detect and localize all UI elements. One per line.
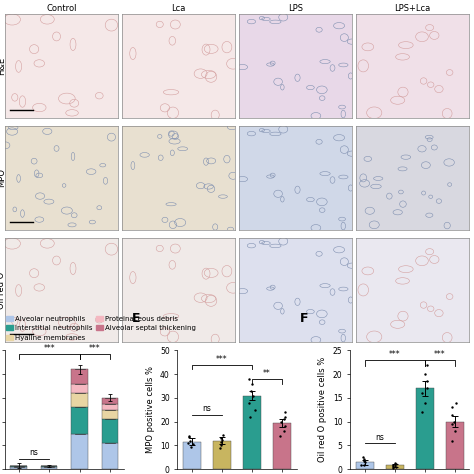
Point — [423, 361, 431, 368]
Title: LPS: LPS — [288, 4, 303, 13]
Title: LPS+Lca: LPS+Lca — [394, 4, 430, 13]
Point — [421, 399, 428, 406]
Bar — [41, 465, 57, 467]
Bar — [71, 407, 88, 434]
Point — [277, 418, 284, 426]
Point — [452, 399, 459, 406]
Point — [390, 462, 397, 470]
Bar — [446, 422, 464, 469]
Text: ***: *** — [216, 355, 228, 364]
Point — [281, 428, 288, 435]
Title: Lca: Lca — [171, 4, 186, 13]
Point — [185, 433, 193, 441]
Bar — [243, 395, 261, 469]
Bar — [101, 398, 118, 404]
Point — [361, 458, 369, 466]
Bar — [356, 462, 374, 469]
Bar — [71, 383, 88, 393]
Bar — [416, 388, 434, 469]
Point — [280, 416, 287, 423]
Bar — [101, 410, 118, 419]
Text: ***: *** — [89, 344, 100, 353]
Point — [217, 442, 225, 449]
Bar — [101, 443, 118, 469]
Text: **: ** — [263, 369, 271, 378]
Bar — [101, 404, 118, 410]
Title: Control: Control — [46, 4, 77, 13]
Point — [218, 435, 225, 442]
Point — [281, 409, 289, 416]
Point — [392, 460, 399, 468]
Point — [276, 432, 284, 440]
Point — [360, 457, 368, 465]
Bar — [10, 467, 27, 469]
Bar — [71, 369, 88, 383]
Text: F: F — [300, 312, 309, 325]
Point — [190, 440, 197, 448]
Text: ns: ns — [375, 433, 384, 442]
Bar — [386, 465, 404, 469]
Bar — [10, 465, 27, 467]
Point — [219, 431, 227, 438]
Point — [188, 443, 195, 450]
Point — [247, 387, 255, 394]
Bar — [71, 434, 88, 469]
Point — [185, 432, 193, 440]
Point — [360, 462, 368, 469]
Y-axis label: H&E: H&E — [0, 57, 7, 75]
Point — [448, 420, 456, 428]
Text: ***: *** — [389, 350, 401, 359]
Point — [282, 423, 289, 430]
Bar — [273, 423, 291, 469]
Bar — [71, 393, 88, 407]
Y-axis label: MPO positive cells %: MPO positive cells % — [146, 366, 155, 453]
Bar — [213, 441, 231, 469]
Point — [245, 399, 253, 406]
Bar — [41, 467, 57, 469]
Point — [246, 413, 254, 421]
Point — [419, 389, 426, 397]
Point — [187, 437, 194, 445]
Point — [360, 455, 368, 463]
Point — [389, 461, 397, 469]
Point — [249, 392, 257, 399]
Point — [448, 437, 456, 445]
Point — [451, 428, 459, 435]
Y-axis label: MPO: MPO — [0, 168, 7, 188]
Point — [216, 444, 223, 452]
Legend: Alveolar neutrophils, Interstitial neutrophils, Hyaline membranes, Proteinaceous: Alveolar neutrophils, Interstitial neutr… — [6, 316, 196, 341]
Point — [249, 380, 256, 387]
Text: ***: *** — [434, 350, 446, 359]
Text: ns: ns — [202, 404, 211, 413]
Point — [448, 411, 456, 419]
Text: ns: ns — [29, 448, 38, 457]
Point — [392, 463, 399, 471]
Bar — [183, 442, 201, 469]
Point — [423, 384, 430, 392]
Point — [357, 461, 365, 468]
Point — [389, 464, 396, 472]
Text: E: E — [132, 312, 141, 325]
Point — [391, 459, 399, 467]
Point — [450, 418, 458, 426]
Point — [219, 436, 226, 443]
Point — [421, 370, 428, 378]
Text: ***: *** — [43, 344, 55, 353]
Point — [360, 454, 367, 461]
Y-axis label: Oil red O: Oil red O — [0, 272, 7, 309]
Bar — [101, 419, 118, 443]
Point — [448, 403, 456, 411]
Point — [419, 409, 426, 416]
Point — [423, 377, 431, 385]
Point — [184, 439, 192, 447]
Point — [218, 438, 225, 446]
Point — [281, 413, 289, 421]
Point — [246, 375, 253, 383]
Point — [251, 406, 258, 414]
Y-axis label: Oil red O positive cells %: Oil red O positive cells % — [319, 357, 328, 463]
